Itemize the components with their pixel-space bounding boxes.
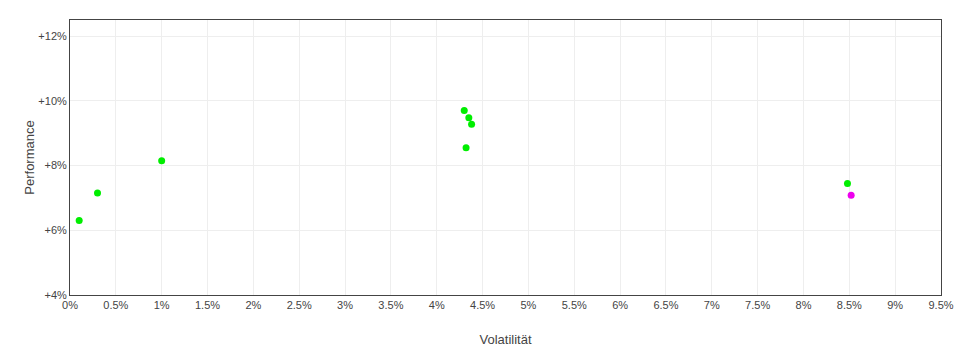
- svg-text:8%: 8%: [796, 299, 812, 311]
- svg-text:4%: 4%: [429, 299, 445, 311]
- svg-text:9%: 9%: [887, 299, 903, 311]
- svg-text:+8%: +8%: [44, 159, 67, 171]
- svg-text:2.5%: 2.5%: [287, 299, 312, 311]
- svg-text:9.5%: 9.5%: [928, 299, 953, 311]
- svg-text:7%: 7%: [704, 299, 720, 311]
- svg-text:5.5%: 5.5%: [562, 299, 587, 311]
- svg-text:2%: 2%: [245, 299, 261, 311]
- svg-text:7.5%: 7.5%: [745, 299, 770, 311]
- svg-text:0.5%: 0.5%: [103, 299, 128, 311]
- svg-text:4.5%: 4.5%: [470, 299, 495, 311]
- svg-text:1%: 1%: [154, 299, 170, 311]
- svg-text:+4%: +4%: [44, 289, 67, 301]
- svg-text:Performance: Performance: [22, 120, 37, 194]
- svg-text:3%: 3%: [337, 299, 353, 311]
- svg-text:6%: 6%: [612, 299, 628, 311]
- svg-text:1.5%: 1.5%: [195, 299, 220, 311]
- svg-text:5%: 5%: [520, 299, 536, 311]
- svg-text:+10%: +10%: [38, 95, 67, 107]
- svg-text:3.5%: 3.5%: [378, 299, 403, 311]
- svg-text:Volatilität: Volatilität: [479, 332, 531, 347]
- svg-text:0%: 0%: [62, 299, 78, 311]
- svg-text:8.5%: 8.5%: [837, 299, 862, 311]
- svg-text:+6%: +6%: [44, 224, 67, 236]
- svg-text:+12%: +12%: [38, 30, 67, 42]
- svg-text:6.5%: 6.5%: [653, 299, 678, 311]
